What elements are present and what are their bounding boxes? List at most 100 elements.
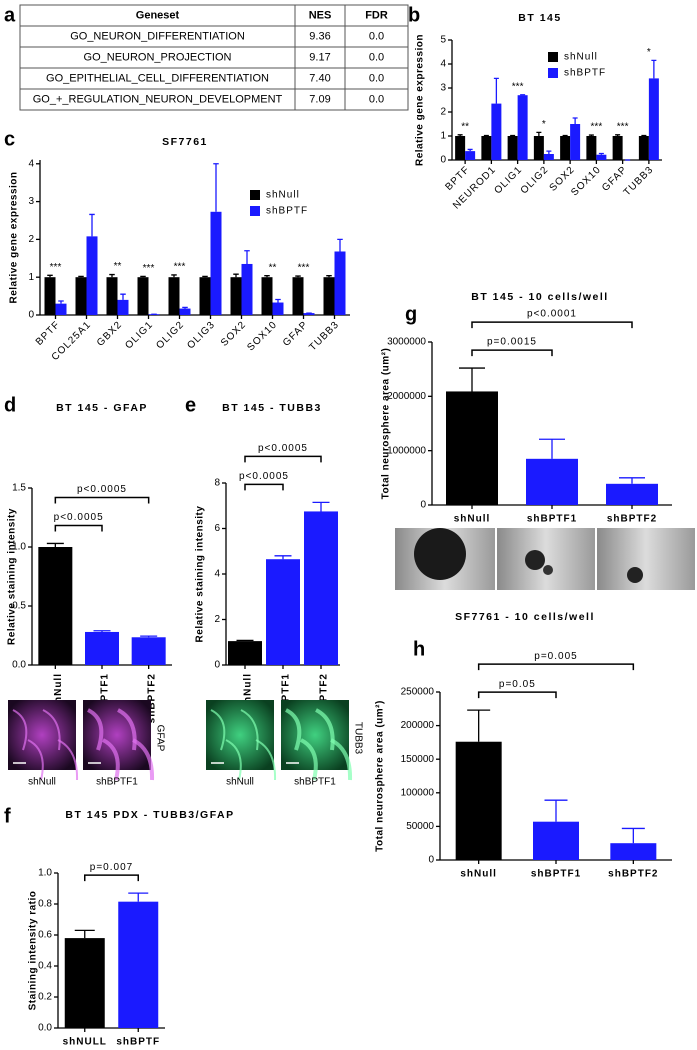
significance: ** — [114, 261, 122, 272]
error-bar — [459, 367, 485, 392]
bar — [491, 103, 502, 160]
error-bar — [233, 273, 239, 278]
chart-title: SF7761 - 10 cells/well — [455, 611, 595, 623]
table-cell: 7.40 — [309, 72, 330, 84]
table-cell: GO_NEURON_PROJECTION — [84, 51, 232, 63]
micrograph-detail — [12, 709, 28, 751]
y-tick-label: 0 — [440, 155, 446, 166]
error-bar — [619, 477, 645, 484]
comparison-label: p<0.0001 — [527, 309, 577, 320]
bar — [179, 308, 191, 315]
error-bar — [78, 275, 84, 278]
bar — [241, 263, 253, 315]
bar — [272, 302, 284, 315]
comparison-bracket — [84, 874, 139, 882]
x-tick-label: shBPTF2 — [319, 673, 330, 723]
panel-label: b — [408, 4, 420, 26]
image-caption: shNull — [226, 777, 254, 788]
micrograph-detail — [116, 708, 137, 751]
bar — [526, 458, 578, 505]
bar — [44, 277, 56, 315]
error-bar — [588, 134, 594, 136]
table-cell: GO_+_REGULATION_NEURON_DEVELOPMENT — [33, 93, 283, 105]
error-bar — [89, 213, 95, 237]
x-tick-label: shBPTF2 — [146, 673, 157, 723]
y-tick-label: 0.4 — [38, 961, 52, 972]
x-tick-label: shBPTF — [116, 1037, 160, 1048]
error-bar — [109, 273, 115, 278]
comparison-bracket — [54, 496, 150, 504]
comparison-label: p=0.007 — [90, 862, 133, 873]
micrograph-detail — [42, 709, 61, 751]
y-tick-label: 50000 — [406, 821, 434, 832]
image-marker: GFAP — [154, 725, 165, 752]
y-axis-label: Staining intensity ratio — [28, 891, 39, 1011]
bar — [230, 277, 242, 315]
comparison-bracket — [471, 349, 553, 357]
x-tick-label: shNull — [454, 514, 491, 525]
error-bar — [337, 238, 343, 252]
bar — [64, 938, 105, 1028]
error-bar — [202, 275, 208, 278]
bar — [266, 559, 300, 665]
error-bar — [457, 134, 463, 136]
x-tick-label: shNull — [53, 673, 64, 710]
y-tick-label: 100000 — [401, 787, 435, 798]
error-bar — [46, 542, 64, 547]
error-bar — [120, 293, 126, 300]
error-bar — [236, 639, 254, 642]
table-cell: 0.0 — [369, 93, 384, 105]
error-bar — [140, 635, 158, 638]
panel-label: c — [4, 128, 15, 150]
error-bar — [93, 630, 111, 632]
chart-title: BT 145 — [518, 12, 561, 24]
y-tick-label: 200000 — [401, 720, 435, 731]
micrograph-detail — [86, 708, 104, 751]
table-cell: 0.0 — [369, 30, 384, 42]
bar — [560, 136, 571, 160]
y-tick-label: 0.0 — [12, 660, 26, 671]
bar — [648, 78, 659, 160]
bar — [507, 136, 518, 160]
legend-swatch — [250, 190, 260, 200]
error-bar — [295, 275, 301, 278]
y-tick-label: 0 — [214, 660, 220, 671]
bar — [533, 136, 544, 160]
error-bar — [493, 77, 499, 104]
error-bar — [326, 275, 332, 278]
bar — [304, 511, 338, 665]
error-bar — [621, 827, 645, 844]
bar — [55, 303, 67, 315]
x-tick-label: shNULL — [63, 1037, 107, 1048]
bar — [334, 251, 346, 315]
bar — [612, 136, 623, 160]
y-tick-label: 250000 — [401, 687, 435, 698]
panel-label: e — [185, 394, 196, 416]
x-tick-label: shBPTF1 — [281, 673, 292, 723]
x-tick-label: OLIG1 — [492, 164, 524, 196]
y-axis-label: Total neurosphere area (um²) — [381, 348, 392, 500]
x-tick-label: GBX2 — [95, 319, 124, 348]
y-tick-label: 1000000 — [387, 445, 426, 456]
significance: *** — [298, 263, 310, 274]
y-axis-label: Total neurosphere area (um²) — [375, 700, 386, 852]
y-tick-label: 3000000 — [387, 337, 426, 348]
error-bar — [539, 438, 565, 459]
error-bar — [598, 152, 604, 155]
bar — [610, 843, 657, 860]
error-bar — [47, 274, 53, 278]
image-caption: shBPTF1 — [294, 777, 336, 788]
comparison-bracket — [477, 691, 557, 699]
y-tick-label: 4 — [440, 59, 446, 70]
comparison-bracket — [471, 321, 633, 329]
x-tick-label: shNull — [243, 673, 254, 710]
error-bar — [615, 134, 621, 136]
y-tick-label: 0 — [420, 500, 426, 511]
micrograph-detail — [255, 739, 277, 781]
image-marker: TUBB3 — [352, 722, 363, 755]
bar — [455, 136, 466, 160]
y-axis-label: Relative gene expression — [9, 171, 20, 303]
bar — [543, 154, 554, 160]
image-caption: shNull — [28, 777, 56, 788]
y-tick-label: 3 — [28, 196, 34, 207]
